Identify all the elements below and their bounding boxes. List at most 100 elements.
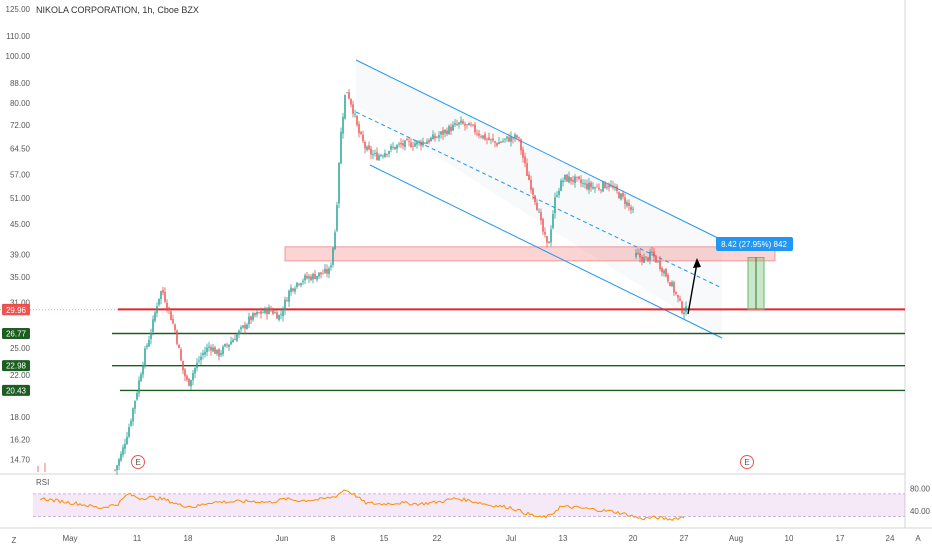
candle-body[interactable] bbox=[194, 367, 196, 374]
candle-body[interactable] bbox=[140, 374, 142, 382]
candle-body[interactable] bbox=[166, 302, 168, 309]
candle-body[interactable] bbox=[128, 427, 130, 437]
candle-body[interactable] bbox=[444, 129, 446, 134]
candle-body[interactable] bbox=[478, 133, 480, 136]
candle-body[interactable] bbox=[675, 291, 677, 294]
candle-body[interactable] bbox=[665, 269, 667, 277]
candle-body[interactable] bbox=[671, 282, 673, 287]
candle-body[interactable] bbox=[436, 136, 438, 138]
candle-body[interactable] bbox=[244, 324, 246, 329]
candle-body[interactable] bbox=[294, 288, 296, 292]
candle-body[interactable] bbox=[448, 126, 450, 135]
candle-body[interactable] bbox=[358, 124, 360, 134]
candle-body[interactable] bbox=[416, 140, 418, 145]
candle-body[interactable] bbox=[372, 154, 374, 156]
candle-body[interactable] bbox=[566, 174, 568, 182]
candle-body[interactable] bbox=[464, 124, 466, 126]
candle-body[interactable] bbox=[612, 185, 614, 188]
candle-body[interactable] bbox=[334, 232, 336, 250]
candle-body[interactable] bbox=[520, 139, 522, 151]
candle-body[interactable] bbox=[216, 349, 218, 354]
candle-body[interactable] bbox=[256, 312, 258, 315]
candle-body[interactable] bbox=[655, 256, 657, 263]
candle-body[interactable] bbox=[198, 360, 200, 362]
candle-body[interactable] bbox=[542, 219, 544, 232]
candle-body[interactable] bbox=[590, 182, 592, 188]
candle-body[interactable] bbox=[172, 319, 174, 324]
candle-body[interactable] bbox=[156, 306, 158, 313]
candle-body[interactable] bbox=[222, 346, 224, 355]
candle-body[interactable] bbox=[188, 378, 190, 386]
candle-body[interactable] bbox=[148, 339, 150, 347]
candle-body[interactable] bbox=[592, 186, 594, 189]
candle-body[interactable] bbox=[558, 190, 560, 195]
candle-body[interactable] bbox=[422, 141, 424, 146]
candle-body[interactable] bbox=[328, 268, 330, 274]
candle-body[interactable] bbox=[260, 311, 262, 314]
candle-body[interactable] bbox=[248, 316, 250, 325]
candle-body[interactable] bbox=[667, 275, 669, 282]
candle-body[interactable] bbox=[220, 353, 222, 356]
candle-body[interactable] bbox=[320, 272, 322, 275]
candle-body[interactable] bbox=[456, 124, 458, 125]
candle-body[interactable] bbox=[170, 311, 172, 321]
candle-body[interactable] bbox=[442, 130, 444, 135]
candle-body[interactable] bbox=[314, 273, 316, 279]
candle-body[interactable] bbox=[292, 288, 294, 291]
candle-body[interactable] bbox=[586, 183, 588, 189]
candle-body[interactable] bbox=[494, 141, 496, 143]
candle-body[interactable] bbox=[594, 187, 596, 189]
candle-body[interactable] bbox=[190, 379, 192, 387]
candle-body[interactable] bbox=[624, 197, 626, 205]
candle-body[interactable] bbox=[474, 124, 476, 133]
candle-body[interactable] bbox=[476, 133, 478, 135]
candle-body[interactable] bbox=[484, 133, 486, 140]
candle-body[interactable] bbox=[376, 152, 378, 160]
candle-body[interactable] bbox=[584, 183, 586, 185]
candle-body[interactable] bbox=[160, 291, 162, 299]
candle-body[interactable] bbox=[134, 400, 136, 409]
candle-body[interactable] bbox=[653, 251, 655, 257]
candle-body[interactable] bbox=[598, 187, 600, 190]
candle-body[interactable] bbox=[308, 276, 310, 279]
candle-body[interactable] bbox=[426, 141, 428, 144]
candle-body[interactable] bbox=[240, 327, 242, 330]
candle-body[interactable] bbox=[570, 177, 572, 182]
candle-body[interactable] bbox=[454, 123, 456, 125]
candle-body[interactable] bbox=[552, 214, 554, 228]
candle-body[interactable] bbox=[152, 319, 154, 332]
candle-body[interactable] bbox=[578, 176, 580, 179]
candle-body[interactable] bbox=[404, 140, 406, 148]
candle-body[interactable] bbox=[550, 229, 552, 243]
candle-body[interactable] bbox=[176, 330, 178, 344]
candle-body[interactable] bbox=[482, 135, 484, 139]
candle-body[interactable] bbox=[572, 180, 574, 182]
candle-body[interactable] bbox=[645, 256, 647, 258]
candle-body[interactable] bbox=[206, 347, 208, 353]
candle-body[interactable] bbox=[430, 137, 432, 142]
candle-body[interactable] bbox=[118, 459, 120, 466]
candle-body[interactable] bbox=[554, 197, 556, 214]
event-marker[interactable] bbox=[131, 455, 145, 469]
candle-body[interactable] bbox=[114, 469, 116, 471]
candle-body[interactable] bbox=[210, 346, 212, 351]
candle-body[interactable] bbox=[528, 174, 530, 180]
candle-body[interactable] bbox=[200, 356, 202, 361]
candle-body[interactable] bbox=[618, 192, 620, 199]
candle-body[interactable] bbox=[142, 365, 144, 375]
candle-body[interactable] bbox=[362, 134, 364, 142]
candle-body[interactable] bbox=[250, 316, 252, 321]
candle-body[interactable] bbox=[432, 134, 434, 140]
candle-body[interactable] bbox=[408, 140, 410, 142]
candle-body[interactable] bbox=[681, 301, 683, 314]
candle-body[interactable] bbox=[616, 186, 618, 192]
candle-body[interactable] bbox=[374, 153, 376, 154]
candle-body[interactable] bbox=[622, 193, 624, 197]
candle-body[interactable] bbox=[496, 143, 498, 146]
candle-body[interactable] bbox=[226, 344, 228, 346]
candle-body[interactable] bbox=[214, 347, 216, 354]
candle-body[interactable] bbox=[312, 273, 314, 280]
candle-body[interactable] bbox=[424, 142, 426, 144]
candle-body[interactable] bbox=[639, 253, 641, 258]
